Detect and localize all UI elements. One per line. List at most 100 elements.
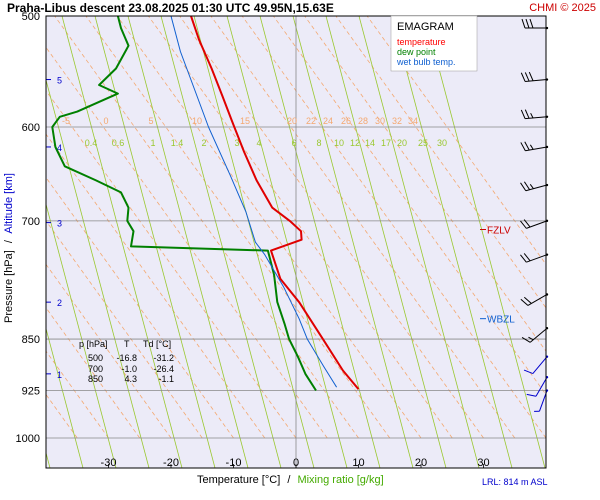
altitude-tick-label: 3 bbox=[57, 219, 62, 229]
isotherm-line bbox=[46, 133, 266, 439]
mixing-ratio-label: 0.4 bbox=[85, 138, 98, 148]
wind-barb-flag bbox=[523, 296, 532, 304]
mixing-ratio-line bbox=[46, 327, 84, 468]
wetbulb-line bbox=[170, 15, 338, 388]
isotherm-line bbox=[147, 16, 453, 439]
temperature-line bbox=[190, 15, 360, 390]
mixing-ratio-label: 14 bbox=[365, 138, 375, 148]
wind-barb-flag bbox=[525, 18, 530, 29]
isotherm-line bbox=[46, 46, 328, 439]
table-cell: 500 bbox=[88, 353, 103, 363]
wind-barb-flag bbox=[529, 184, 534, 189]
wind-barb bbox=[520, 253, 549, 263]
wind-barb bbox=[520, 71, 549, 82]
mixing-ratio-label: 12 bbox=[350, 138, 360, 148]
mixing-ratio-label: 8 bbox=[316, 138, 321, 148]
isotherm-line bbox=[46, 263, 172, 439]
isotherm-label: 10 bbox=[192, 116, 202, 126]
altitude-tick-label: 1 bbox=[57, 370, 62, 380]
level-marker-label: WBZL bbox=[487, 315, 515, 326]
dewpoint-line bbox=[51, 15, 317, 392]
values-table: p [hPa] T Td [°C] 500 -16.8 -31.2 700 -1… bbox=[79, 339, 174, 384]
wind-barb-flag bbox=[521, 336, 531, 343]
isotherm-line bbox=[46, 307, 141, 439]
table-cell: 850 bbox=[88, 374, 103, 384]
wind-barb-flag bbox=[520, 109, 526, 119]
isotherm-line bbox=[46, 90, 297, 439]
mixing-ratio-line bbox=[292, 16, 414, 468]
copyright: CHMI © 2025 bbox=[529, 2, 596, 14]
level-marker-label: FZLV bbox=[487, 225, 511, 236]
pressure-tick-label: 700 bbox=[22, 216, 40, 228]
table-cell: 700 bbox=[88, 364, 103, 374]
wind-barb bbox=[521, 327, 549, 343]
isotherm-line bbox=[335, 16, 546, 309]
temp-tick-label: -30 bbox=[101, 457, 117, 469]
temp-tick-label: 0 bbox=[293, 457, 299, 469]
temp-tick-label: 20 bbox=[415, 457, 427, 469]
wind-barb-flag bbox=[524, 72, 530, 82]
isotherm-label: 28 bbox=[358, 116, 368, 126]
mixing-ratio-line bbox=[424, 16, 546, 468]
y-axis-label: Pressure [hPa] bbox=[3, 250, 15, 323]
wind-barb-staff bbox=[535, 376, 548, 397]
table-cell: -1.1 bbox=[158, 374, 174, 384]
wind-barb-flag bbox=[520, 72, 526, 82]
temp-tick-label: 30 bbox=[477, 457, 489, 469]
wind-barb-flag bbox=[526, 393, 537, 397]
y-axis-title: Pressure [hPa] / Altitude [km] bbox=[3, 173, 15, 323]
mixing-ratio-line bbox=[193, 16, 315, 468]
table-header-t: T bbox=[124, 339, 130, 349]
mixing-ratio-label: 1 bbox=[150, 138, 155, 148]
mixing-ratio-label: 17 bbox=[381, 138, 391, 148]
isotherm-label: 34 bbox=[408, 116, 418, 126]
mixing-ratio-axis-label: Mixing ratio [g/kg] bbox=[297, 474, 383, 486]
pressure-tick-label: 500 bbox=[22, 11, 40, 23]
wind-barb-staff bbox=[532, 356, 548, 374]
altitude-tick-label: 5 bbox=[57, 76, 62, 86]
altitude-tick-label: 2 bbox=[57, 298, 62, 308]
isotherm-line bbox=[46, 220, 203, 439]
pressure-tick-label: 600 bbox=[22, 122, 40, 134]
y-axis-separator: / bbox=[3, 239, 15, 243]
isotherm-line bbox=[304, 16, 546, 352]
wind-barb bbox=[520, 181, 549, 192]
wind-barb-flag bbox=[524, 109, 530, 119]
pressure-tick-label: 1000 bbox=[16, 433, 40, 445]
wind-barb-flag bbox=[530, 112, 534, 119]
wind-barb-flag bbox=[529, 144, 534, 150]
plot-border bbox=[45, 15, 547, 469]
wind-barb-flag bbox=[520, 142, 526, 152]
mixing-ratio-label: 2 bbox=[201, 138, 206, 148]
table-header-p: p [hPa] bbox=[79, 339, 108, 349]
isotherm-label: 0 bbox=[103, 116, 108, 126]
altitude-tick-label: 4 bbox=[57, 143, 62, 153]
isotherm-line bbox=[272, 16, 546, 396]
x-axis-label: Temperature [°C] bbox=[197, 474, 280, 486]
wind-barb bbox=[520, 219, 549, 229]
mixing-ratio-line bbox=[391, 16, 513, 468]
isotherm-label: 32 bbox=[392, 116, 402, 126]
mixing-ratio-line bbox=[46, 202, 117, 468]
isotherm-label: 24 bbox=[323, 116, 333, 126]
mixing-ratio-line bbox=[259, 16, 381, 468]
wind-barb bbox=[521, 18, 549, 30]
table-header-td: Td [°C] bbox=[143, 339, 171, 349]
svg-text:Pressure [hPa] / A: Pressure [hPa] / Altitude [km] bbox=[3, 173, 15, 323]
isotherm-line bbox=[366, 16, 546, 266]
mixing-ratio-label: 20 bbox=[397, 138, 407, 148]
mixing-ratio-label: 0.6 bbox=[112, 138, 125, 148]
wind-barb-flag bbox=[520, 298, 529, 306]
temp-tick-label: 10 bbox=[352, 457, 364, 469]
legend-title: EMAGRAM bbox=[397, 21, 454, 33]
mixing-ratio-line bbox=[127, 16, 249, 468]
isotherm-label: 15 bbox=[240, 116, 250, 126]
wind-barb-flag bbox=[529, 18, 534, 29]
x-axis-separator: / bbox=[287, 474, 291, 486]
mixing-ratio-label: 4 bbox=[256, 138, 261, 148]
plot-lines bbox=[46, 16, 546, 468]
isotherm-line bbox=[241, 16, 546, 439]
x-axis-title: Temperature [°C] / Mixing ratio [g/kg] bbox=[197, 474, 384, 486]
isotherm-line bbox=[210, 16, 516, 439]
